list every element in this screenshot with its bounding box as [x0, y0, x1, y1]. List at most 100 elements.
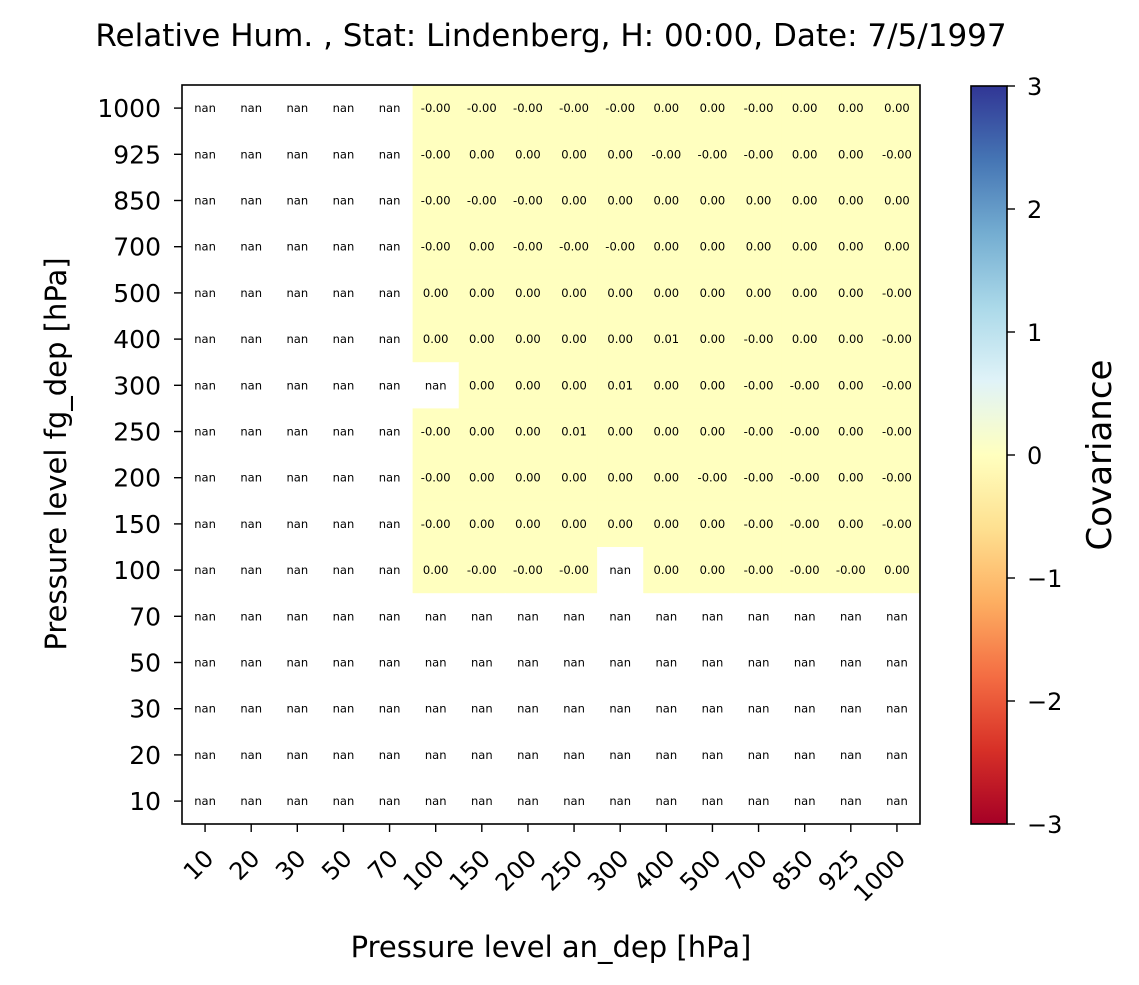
cell-value-label: nan	[840, 702, 862, 716]
cell-value-label: nan	[886, 748, 908, 762]
cell-value-label: -0.00	[559, 101, 589, 115]
cell-value-label: -0.00	[467, 563, 497, 577]
heatmap-cell	[689, 269, 737, 317]
cell-value-label: nan	[287, 147, 309, 161]
heatmap-cell	[643, 177, 690, 225]
cell-value-label: nan	[379, 609, 401, 623]
cell-value-label: -0.00	[744, 147, 774, 161]
heatmap-cell	[412, 731, 460, 779]
x-axis-ticks: 10 20 30 50 70100150200250300400500700850925…	[178, 824, 911, 907]
cell-value-label: 0.00	[700, 101, 726, 115]
y-tick-label: 850	[113, 187, 161, 216]
cell-value-label: nan	[471, 656, 493, 670]
cell-value-label: 0.00	[884, 240, 910, 254]
cell-value-label: nan	[886, 702, 908, 716]
heatmap-cell	[689, 362, 737, 409]
cell-value-label: 0.00	[654, 240, 680, 254]
heatmap-cell	[412, 778, 460, 825]
heatmap-cell	[551, 778, 598, 825]
y-tick-label: 400	[113, 325, 161, 354]
heatmap-cell	[873, 593, 921, 640]
heatmap-cell	[182, 639, 229, 687]
colorbar-tick-label: 1	[1027, 319, 1042, 347]
heatmap-cell	[735, 731, 783, 779]
cell-value-label: 0.00	[838, 332, 864, 346]
cell-value-label: nan	[287, 471, 309, 485]
heatmap-cell	[366, 731, 414, 779]
y-tick-label: 20	[129, 741, 161, 770]
heatmap-cell	[320, 454, 368, 502]
heatmap-cell	[320, 593, 368, 640]
x-tick-label: 70	[362, 844, 403, 885]
cell-value-label: nan	[379, 378, 401, 392]
heatmap-cell	[412, 547, 460, 594]
cell-value-label: nan	[240, 702, 262, 716]
heatmap-cell	[643, 454, 690, 502]
heatmap-cell	[689, 639, 737, 687]
heatmap-cell	[274, 731, 321, 779]
heatmap-cell	[551, 454, 598, 502]
heatmap-cell	[689, 593, 737, 640]
x-tick-label: 150	[444, 844, 496, 896]
cell-value-label: nan	[287, 563, 309, 577]
heatmap-cell	[504, 223, 552, 271]
cell-value-label: 0.00	[515, 332, 541, 346]
cell-value-label: 0.00	[469, 240, 495, 254]
heatmap-cell	[458, 316, 506, 363]
heatmap-cell	[597, 639, 644, 687]
cell-value-label: nan	[194, 194, 216, 208]
heatmap-cell	[781, 685, 829, 733]
colorbar	[970, 85, 1008, 825]
cell-value-label: 0.00	[469, 286, 495, 300]
heatmap-cell	[274, 408, 321, 456]
cell-value-label: nan	[240, 286, 262, 300]
heatmap-cell	[274, 639, 321, 687]
heatmap-cell	[458, 639, 506, 687]
heatmap-cell	[643, 269, 690, 317]
cell-value-label: 0.00	[607, 517, 633, 531]
heatmap-cell	[827, 778, 875, 825]
heatmap-cell	[781, 639, 829, 687]
heatmap-cell	[320, 362, 368, 409]
heatmap-cell	[781, 316, 829, 363]
heatmap-cell	[597, 269, 644, 317]
cell-value-label: nan	[609, 748, 631, 762]
cell-value-label: 0.00	[792, 240, 818, 254]
heatmap-cells	[182, 85, 921, 825]
heatmap-cell	[827, 500, 875, 548]
cell-value-label: 0.00	[746, 240, 772, 254]
heatmap-cell	[504, 269, 552, 317]
cell-value-label: nan	[656, 794, 678, 808]
heatmap-cell	[228, 639, 275, 687]
heatmap-cell	[320, 500, 368, 548]
cell-value-label: nan	[194, 101, 216, 115]
heatmap-cell	[597, 685, 644, 733]
cell-value-label: 0.00	[746, 286, 772, 300]
cell-value-label: nan	[240, 378, 262, 392]
cell-value-label: 0.00	[423, 563, 449, 577]
cell-value-label: nan	[748, 702, 770, 716]
cell-value-label: 0.00	[792, 101, 818, 115]
heatmap-cell	[228, 500, 275, 548]
cell-value-label: nan	[333, 332, 355, 346]
heatmap-cell	[274, 778, 321, 825]
heatmap-cell	[228, 778, 275, 825]
cell-value-label: nan	[609, 656, 631, 670]
cell-value-label: -0.00	[882, 286, 912, 300]
x-tick-label: 1000	[848, 844, 911, 907]
x-tick-label: 50	[316, 844, 357, 885]
cell-value-label: nan	[609, 702, 631, 716]
cell-value-label: 0.00	[469, 425, 495, 439]
heatmap-cell	[735, 639, 783, 687]
cell-value-label: 0.00	[469, 471, 495, 485]
cell-value-label: nan	[333, 471, 355, 485]
cell-value-label: 0.00	[792, 286, 818, 300]
cell-value-label: nan	[840, 748, 862, 762]
heatmap-cell	[504, 731, 552, 779]
cell-value-label: nan	[194, 240, 216, 254]
cell-value-label: -0.00	[882, 517, 912, 531]
heatmap-cell	[504, 685, 552, 733]
x-tick-label: 400	[628, 844, 680, 896]
heatmap-cell	[873, 269, 921, 317]
cell-value-label: nan	[379, 702, 401, 716]
